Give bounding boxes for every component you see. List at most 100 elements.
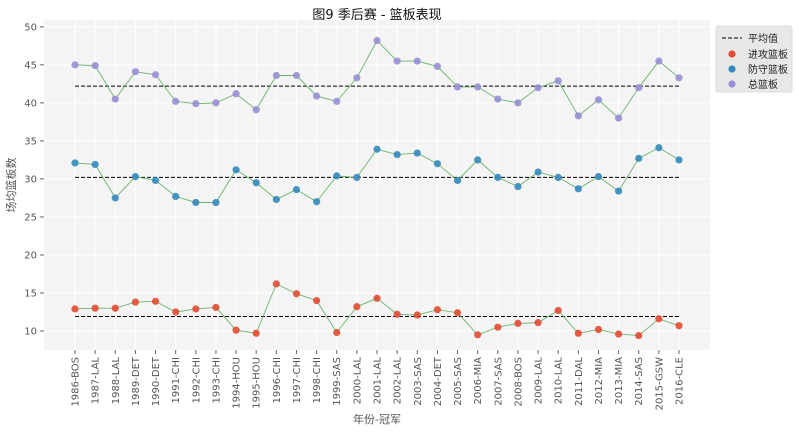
data-point [151,176,160,185]
data-point [614,330,623,338]
y-tick-label: 10 [24,326,37,337]
data-point [252,106,260,114]
x-tick-label: 2007-SAS [493,357,504,406]
data-point [131,68,140,76]
data-point [333,97,341,105]
data-point [655,57,663,65]
x-tick-label: 2001-LAL [373,357,384,405]
x-tick-label: 2015-GSW [654,357,665,411]
x-tick-label: 2012-MIA [594,357,605,405]
data-point [272,195,280,204]
data-point [614,187,623,195]
data-point [111,194,119,202]
data-point [594,325,603,334]
data-point [594,173,603,181]
x-tick-label: 2016-CLE [674,357,685,405]
data-point [494,173,502,181]
data-point [433,306,441,314]
data-point [413,149,421,157]
data-point [272,280,280,288]
x-tick-label: 1986-BOS [71,357,82,407]
data-point [172,97,180,105]
data-point [353,74,361,82]
x-tick-label: 1993-CHI [211,357,222,404]
data-point [333,328,341,337]
x-tick-label: 1997-CHI [292,357,303,404]
y-tick-label: 30 [24,174,37,185]
legend-label: 平均值 [748,32,778,45]
chart-title: 图9 季后赛 - 篮板表现 [312,7,441,23]
data-point [111,95,119,103]
data-point [453,176,462,185]
data-point [313,198,321,206]
data-point [111,304,119,312]
data-point [534,319,542,327]
x-tick-label: 1989-DET [131,356,142,406]
x-tick-label: 2000-LAL [352,357,363,405]
data-point [292,290,301,298]
data-point [373,145,381,153]
y-tick-label: 45 [24,60,37,71]
data-point [232,166,240,174]
data-point [594,96,603,104]
data-point [172,308,180,316]
data-point [413,57,421,65]
data-point [655,315,663,323]
x-tick-label: 2006-MIA [473,357,484,405]
data-point [574,329,582,337]
data-point [474,83,482,91]
x-tick-label: 2005-SAS [453,357,464,406]
legend-label: 防守篮板 [748,63,788,76]
x-tick-label: 1995-HOU [252,357,263,409]
data-point [151,71,160,79]
legend-swatch [728,65,736,73]
data-point [212,198,220,207]
data-point [192,198,200,207]
data-point [635,154,643,162]
data-point [393,310,401,318]
x-tick-label: 1987-LAL [91,357,102,405]
data-point [554,77,562,85]
data-point [574,112,582,120]
data-point [433,160,441,168]
data-point [172,192,180,201]
x-tick-label: 2003-SAS [413,357,424,406]
data-point [494,323,502,331]
x-tick-label: 2009-LAL [534,357,545,405]
x-tick-label: 2008-BOS [513,357,524,407]
data-point [91,160,99,169]
data-point [212,303,220,312]
data-point [252,179,260,187]
data-point [91,304,99,312]
data-point [292,71,301,80]
x-tick-label: 1990-DET [151,356,162,406]
data-point [91,62,99,70]
x-tick-label: 1991-CHI [171,357,182,404]
data-point [494,95,502,103]
x-tick-label: 1996-CHI [272,357,283,404]
legend-swatch [728,80,736,88]
data-point [474,331,482,339]
legend-box [715,25,793,93]
data-point [413,311,421,319]
data-point [373,36,381,45]
data-point [71,159,79,167]
y-tick-label: 20 [24,250,37,261]
x-tick-label: 2013-MIA [614,357,625,405]
data-point [353,303,361,311]
y-tick-label: 15 [24,288,37,299]
data-point [313,296,321,305]
x-tick-label: 1998-CHI [312,357,323,404]
data-point [635,331,643,340]
data-point [131,173,140,181]
data-point [534,168,542,176]
data-point [453,83,462,91]
data-point [474,156,482,164]
data-point [71,61,79,69]
data-point [192,305,200,313]
x-tick-label: 2010-LAL [554,357,565,405]
data-point [614,114,623,122]
data-point [635,84,643,92]
data-point [514,99,522,107]
